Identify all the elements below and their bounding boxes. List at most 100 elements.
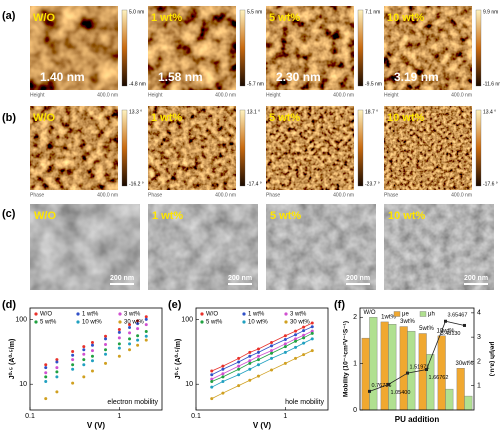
y-tick-label: 2: [353, 314, 357, 321]
afm-image: [266, 106, 354, 190]
data-point: [256, 347, 260, 351]
data-point: [136, 334, 140, 338]
sem-image: [148, 204, 258, 290]
legend-label: 1 wt%: [82, 312, 99, 318]
color-bar-min: -4.8 nm: [129, 81, 146, 87]
data-point: [82, 358, 86, 362]
data-point: [136, 327, 140, 331]
ratio-point: [425, 368, 428, 372]
data-point: [210, 380, 214, 384]
data-point: [270, 356, 274, 360]
data-point: [90, 354, 94, 358]
scale-caption: 400.0 nm: [97, 92, 118, 98]
color-bar: [121, 9, 128, 87]
y-tick-label: 10: [19, 381, 27, 388]
data-point: [117, 336, 121, 340]
legend-label: 30 wt%: [124, 320, 144, 326]
legend-marker: [200, 320, 204, 324]
data-point: [136, 343, 140, 347]
data-point: [55, 358, 59, 362]
legend-marker: [34, 320, 38, 324]
y2-tick-label: 1: [477, 383, 481, 390]
ratio-label: 1.51971: [410, 365, 430, 371]
data-point: [248, 350, 252, 354]
data-point: [221, 391, 225, 395]
data-point: [71, 381, 75, 385]
bar: [464, 395, 473, 411]
ratio-label: 0.76716: [372, 383, 392, 389]
afm-image: [148, 106, 236, 190]
plot-frame: [195, 307, 329, 411]
data-point: [302, 336, 306, 340]
panel-label: (d): [2, 299, 16, 311]
legend-label: 10 wt%: [82, 320, 102, 326]
color-bar: [357, 109, 364, 187]
data-point: [237, 384, 241, 388]
data-point: [128, 326, 132, 330]
scale-caption: 400.0 nm: [451, 192, 472, 198]
data-point: [310, 331, 314, 335]
data-point: [90, 349, 94, 353]
legend-label: 5 wt%: [40, 320, 57, 326]
y2-tick-label: 4: [477, 310, 481, 317]
panel-label: (b): [2, 112, 16, 124]
color-bar-max: 13.3 °: [129, 109, 142, 115]
color-bar-min: -23.7 °: [365, 181, 380, 187]
y-tick-label: 10: [185, 381, 193, 388]
fit-line: [211, 350, 313, 399]
data-point: [117, 327, 121, 331]
category-label: 1wt%: [381, 314, 396, 320]
data-point: [221, 375, 225, 379]
sem-image: [30, 204, 140, 290]
fit-line: [211, 338, 313, 388]
fit-line: [211, 326, 313, 376]
color-bar-min: -17.4 °: [247, 181, 262, 187]
data-point: [44, 371, 48, 375]
ratio-point: [463, 323, 466, 327]
ratio-point: [444, 319, 447, 323]
data-point: [283, 345, 287, 349]
sample-label: 10 wt%: [388, 210, 426, 222]
legend-marker: [242, 312, 246, 316]
color-bar-min: -5.7 nm: [247, 81, 264, 87]
data-point: [128, 348, 132, 352]
data-point: [221, 367, 225, 371]
data-point: [270, 344, 274, 348]
data-point: [248, 361, 252, 365]
data-point: [71, 367, 75, 371]
data-point: [144, 317, 148, 321]
annotation: electron mobility: [107, 399, 158, 406]
x-axis-label: V (V): [87, 421, 106, 430]
axis-caption: Height: [30, 92, 45, 98]
sample-label: W/O: [33, 12, 55, 24]
data-point: [221, 364, 225, 368]
data-point: [256, 358, 260, 362]
data-point: [117, 342, 121, 346]
y-axis-label: Mobility (10⁻⁴cm²V⁻¹S⁻¹): [343, 321, 350, 397]
data-point: [90, 369, 94, 373]
data-point: [270, 351, 274, 355]
panel-label: (f): [334, 299, 345, 311]
axis-caption: Height: [148, 92, 163, 98]
ratio-point: [368, 389, 371, 393]
legend-marker: [118, 320, 122, 324]
afm-image: [30, 6, 118, 90]
data-point: [302, 341, 306, 345]
afm-image: [148, 6, 236, 90]
color-bar: [239, 109, 246, 187]
data-point: [210, 369, 214, 373]
scale-caption: 400.0 nm: [97, 192, 118, 198]
data-point: [237, 360, 241, 364]
ratio-point: [387, 382, 390, 386]
bar: [388, 324, 397, 411]
data-point: [210, 377, 214, 381]
axis-caption: Phase: [148, 192, 162, 198]
data-point: [210, 385, 214, 389]
sample-label: W/O: [34, 210, 56, 222]
x-tick-label: 1: [117, 413, 121, 420]
data-point: [270, 349, 274, 353]
bar: [418, 333, 427, 411]
sample-label: 5 wt%: [269, 12, 300, 24]
fit-line: [211, 330, 313, 380]
data-point: [310, 321, 314, 325]
